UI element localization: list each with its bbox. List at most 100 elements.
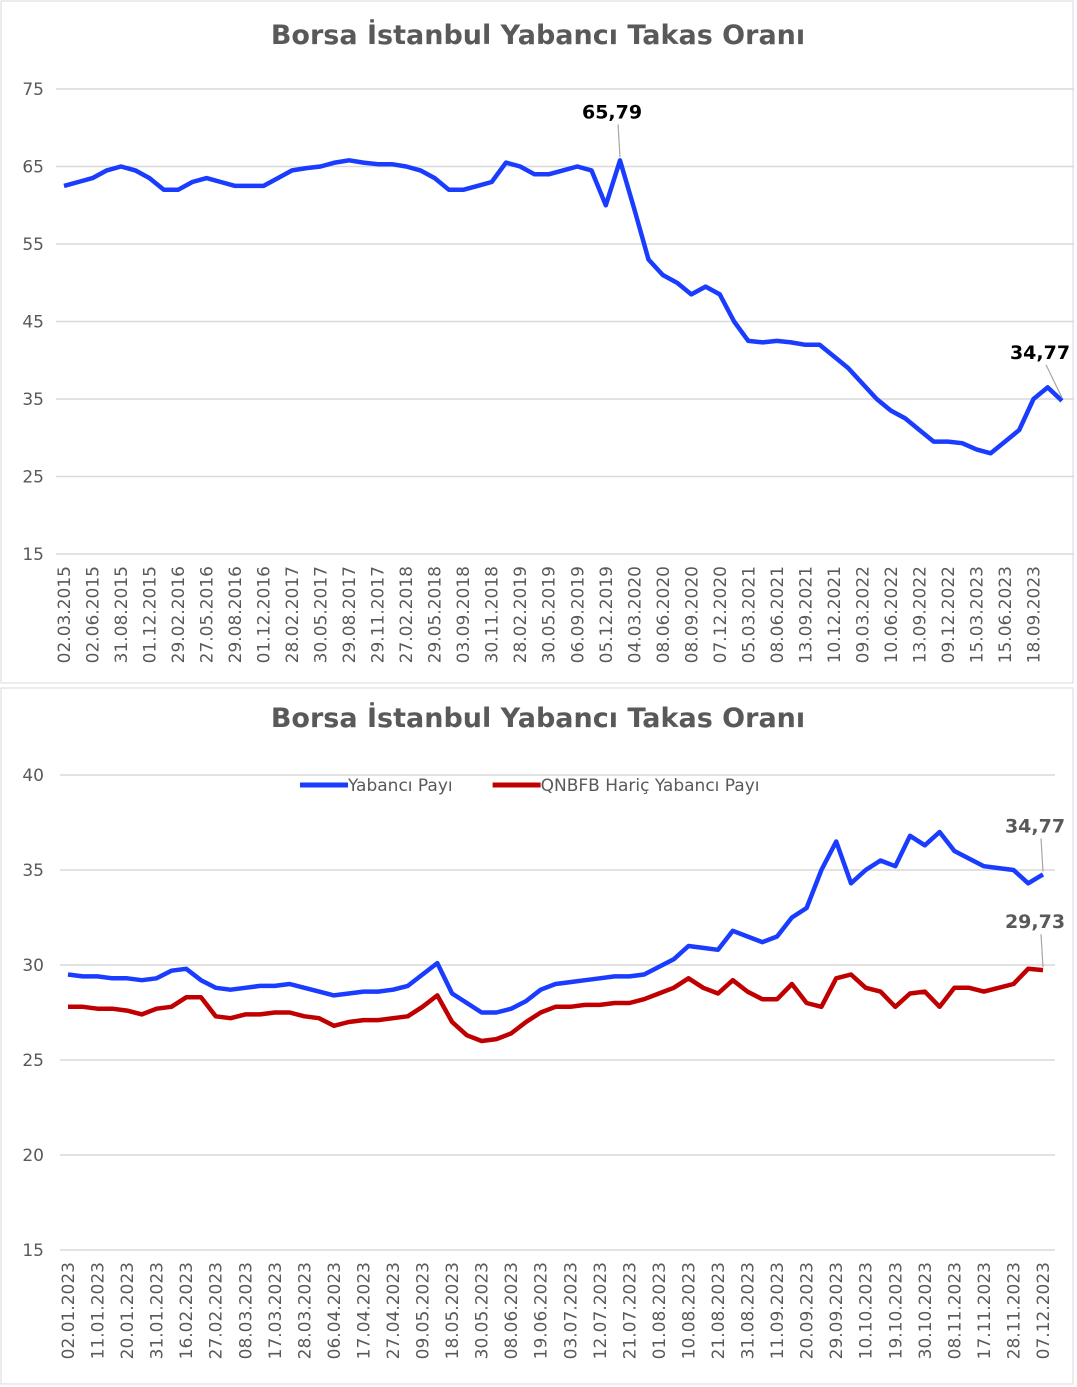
x-tick-label: 04.03.2020	[625, 566, 645, 663]
x-tick-label: 29.08.2016	[226, 566, 246, 663]
x-tick-label: 31.08.2023	[739, 1262, 759, 1359]
x-tick-label: 15.03.2023	[967, 566, 987, 663]
x-tick-label: 06.04.2023	[325, 1262, 345, 1359]
x-tick-label: 12.07.2023	[591, 1262, 611, 1359]
x-tick-label: 27.04.2023	[384, 1262, 404, 1359]
x-tick-label: 01.12.2016	[255, 566, 275, 663]
x-tick-label: 02.06.2015	[84, 566, 104, 663]
x-tick-label: 07.12.2023	[1034, 1262, 1054, 1359]
y-tick-label: 15	[22, 1241, 44, 1261]
x-tick-label: 15.06.2023	[996, 566, 1016, 663]
x-tick-label: 03.09.2018	[454, 566, 474, 663]
chart-title: Borsa İstanbul Yabancı Takas Oranı	[271, 702, 805, 734]
legend-label: QNBFB Hariç Yabancı Payı	[541, 776, 760, 796]
x-tick-label: 17.11.2023	[975, 1262, 995, 1359]
y-tick-label: 20	[22, 1146, 44, 1166]
x-tick-label: 09.12.2022	[939, 566, 959, 663]
data-line	[68, 966, 1044, 1044]
x-tick-label: 29.08.2017	[340, 566, 360, 663]
leader-line	[1040, 838, 1044, 872]
y-tick-label: 25	[22, 1051, 44, 1071]
data-line	[63, 158, 1064, 456]
data-label: 29,73	[1005, 911, 1065, 933]
x-tick-label: 28.02.2017	[283, 566, 303, 663]
x-tick-label: 20.01.2023	[118, 1262, 138, 1359]
x-tick-label: 13.09.2021	[796, 566, 816, 663]
x-tick-label: 05.12.2019	[597, 566, 617, 663]
x-tick-label: 18.05.2023	[443, 1262, 463, 1359]
x-tick-label: 05.03.2021	[739, 566, 759, 663]
chart-frame	[0, 687, 1074, 1385]
x-tick-label: 20.09.2023	[798, 1262, 818, 1359]
leader-line	[1045, 364, 1063, 399]
x-tick-label: 30.05.2017	[312, 566, 332, 663]
x-tick-label: 28.11.2023	[1004, 1262, 1024, 1359]
x-tick-label: 18.09.2023	[1024, 566, 1044, 663]
x-tick-label: 21.07.2023	[620, 1262, 640, 1359]
x-tick-label: 08.09.2020	[682, 566, 702, 663]
data-label: 65,79	[582, 101, 642, 123]
x-tick-label: 10.12.2021	[825, 566, 845, 663]
x-tick-label: 30.11.2018	[483, 566, 503, 663]
x-tick-label: 11.09.2023	[768, 1262, 788, 1359]
x-tick-label: 31.01.2023	[148, 1262, 168, 1359]
x-tick-label: 09.05.2023	[414, 1262, 434, 1359]
data-label: 34,77	[1010, 342, 1070, 364]
y-tick-label: 15	[22, 545, 44, 565]
x-tick-label: 08.06.2023	[502, 1262, 522, 1359]
x-tick-label: 02.03.2015	[55, 566, 75, 663]
x-tick-label: 31.08.2015	[112, 566, 132, 663]
y-tick-label: 30	[22, 956, 44, 976]
x-tick-label: 08.06.2020	[654, 566, 674, 663]
x-tick-label: 17.04.2023	[354, 1262, 374, 1359]
data-line	[67, 829, 1045, 1015]
x-tick-label: 28.03.2023	[295, 1262, 315, 1359]
chart-frame	[0, 0, 1074, 684]
x-tick-label: 01.12.2015	[141, 566, 161, 663]
data-label: 34,77	[1005, 815, 1065, 837]
x-tick-label: 29.05.2018	[426, 566, 446, 663]
y-tick-label: 65	[22, 158, 44, 178]
x-tick-label: 21.08.2023	[709, 1262, 729, 1359]
chart-title: Borsa İstanbul Yabancı Takas Oranı	[271, 19, 805, 51]
x-tick-label: 29.11.2017	[369, 566, 389, 663]
x-tick-label: 30.05.2019	[540, 566, 560, 663]
x-tick-label: 10.06.2022	[882, 566, 902, 663]
x-tick-label: 19.10.2023	[886, 1262, 906, 1359]
leader-line	[617, 124, 621, 158]
x-tick-label: 13.09.2022	[910, 566, 930, 663]
x-tick-label: 17.03.2023	[266, 1262, 286, 1359]
x-tick-label: 10.08.2023	[679, 1262, 699, 1359]
y-tick-label: 45	[22, 313, 44, 333]
x-tick-label: 27.02.2023	[207, 1262, 227, 1359]
x-tick-label: 11.01.2023	[89, 1262, 109, 1359]
y-tick-label: 55	[22, 235, 44, 255]
x-tick-label: 07.12.2020	[711, 566, 731, 663]
y-tick-label: 35	[22, 390, 44, 410]
x-tick-label: 27.05.2016	[198, 566, 218, 663]
x-tick-label: 28.02.2019	[511, 566, 531, 663]
y-tick-label: 25	[22, 468, 44, 488]
x-tick-label: 08.06.2021	[768, 566, 788, 663]
x-tick-label: 01.08.2023	[650, 1262, 670, 1359]
x-tick-label: 08.11.2023	[945, 1262, 965, 1359]
x-tick-label: 10.10.2023	[857, 1262, 877, 1359]
x-tick-label: 02.01.2023	[59, 1262, 79, 1359]
x-tick-label: 30.10.2023	[916, 1262, 936, 1359]
leader-line	[1040, 934, 1044, 968]
x-tick-label: 03.07.2023	[561, 1262, 581, 1359]
x-tick-label: 16.02.2023	[177, 1262, 197, 1359]
x-tick-label: 08.03.2023	[236, 1262, 256, 1359]
y-tick-label: 75	[22, 80, 44, 100]
y-tick-label: 40	[22, 766, 44, 786]
x-tick-label: 30.05.2023	[473, 1262, 493, 1359]
x-tick-label: 29.09.2023	[827, 1262, 847, 1359]
x-tick-label: 06.09.2019	[568, 566, 588, 663]
x-tick-label: 29.02.2016	[169, 566, 189, 663]
x-tick-label: 19.06.2023	[532, 1262, 552, 1359]
y-tick-label: 35	[22, 861, 44, 881]
legend-label: Yabancı Payı	[347, 776, 453, 796]
x-tick-label: 27.02.2018	[397, 566, 417, 663]
x-tick-label: 09.03.2022	[853, 566, 873, 663]
